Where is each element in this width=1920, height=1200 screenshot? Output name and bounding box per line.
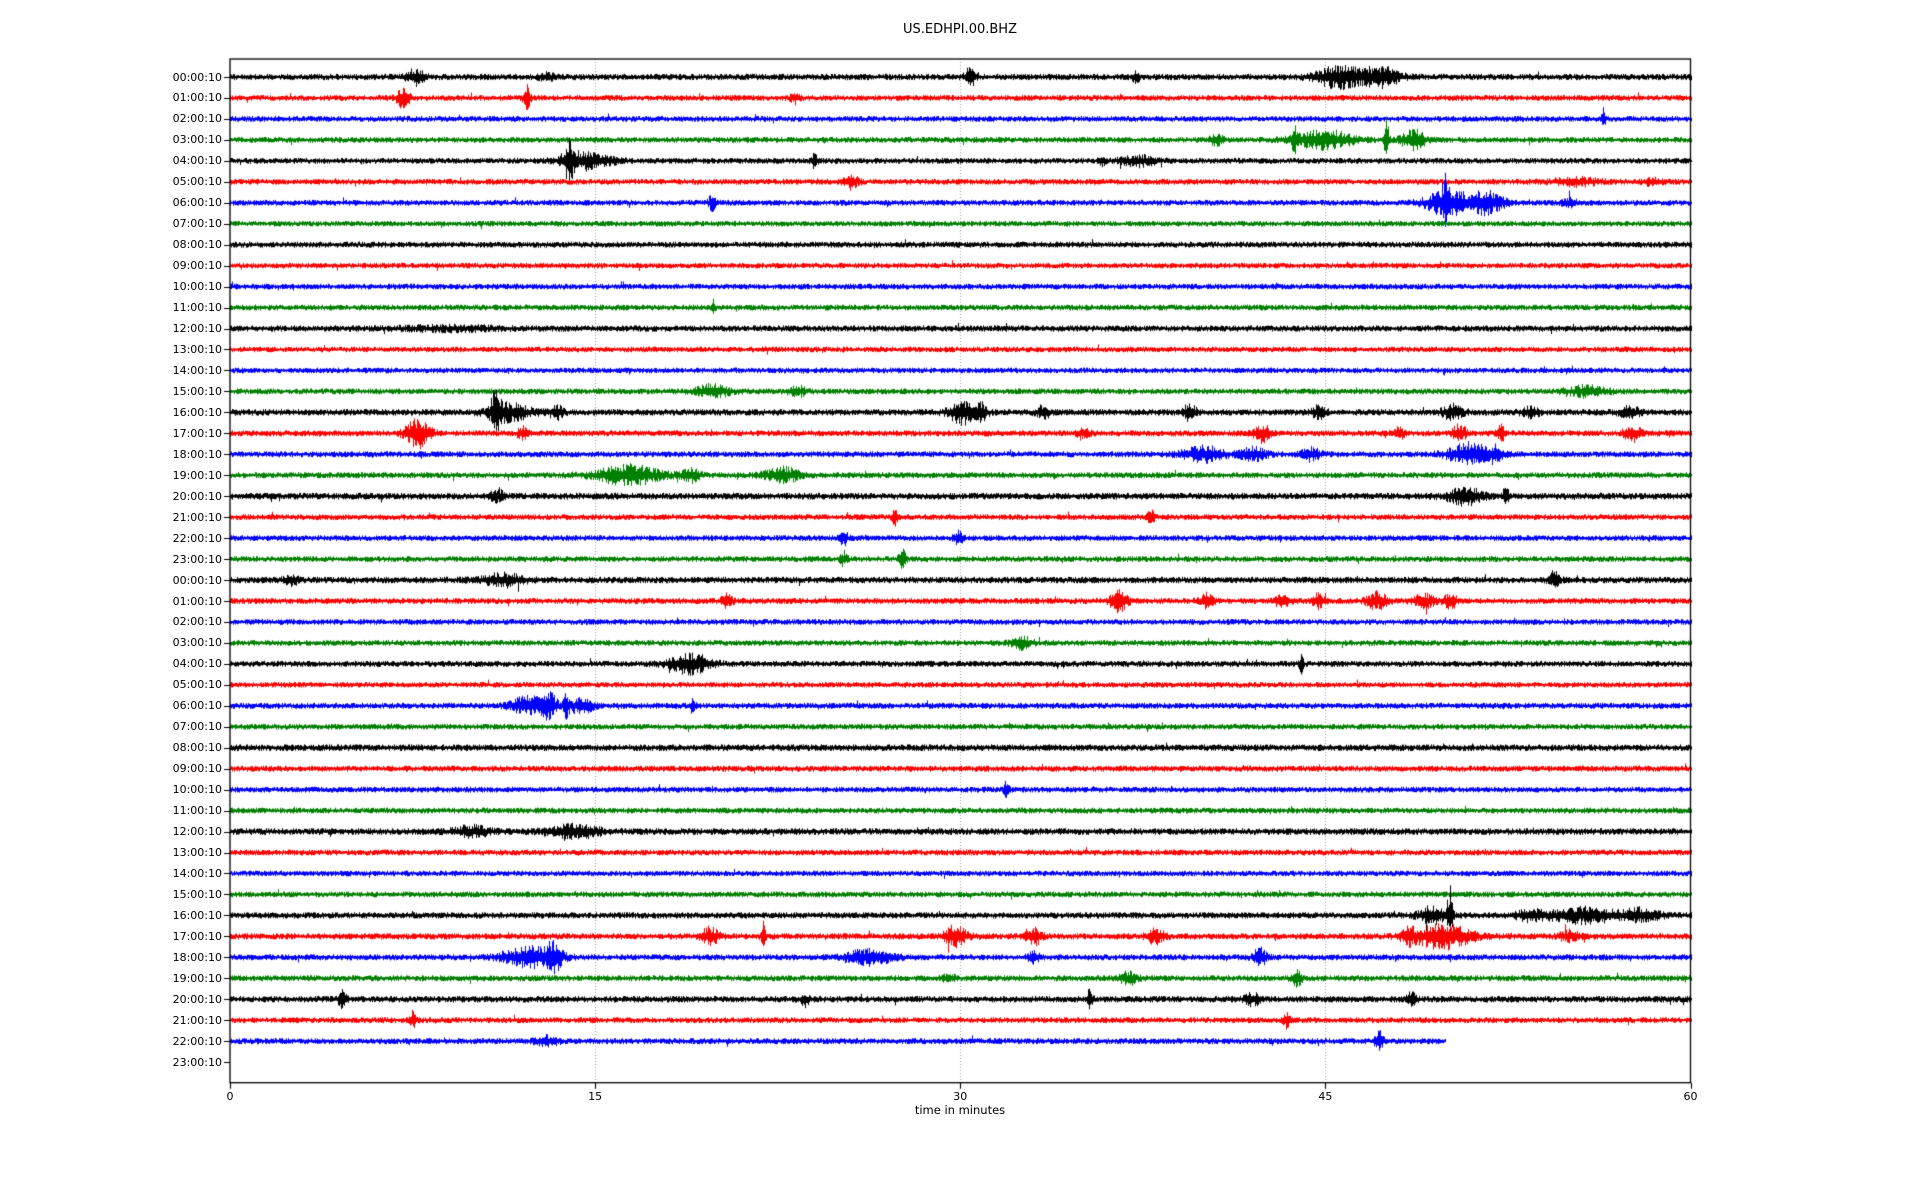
y-tick-label: 13:00:10 xyxy=(172,846,222,860)
y-tick-label: 20:00:10 xyxy=(172,992,222,1006)
y-tick-label: 14:00:10 xyxy=(172,866,222,880)
y-tick-label: 19:00:10 xyxy=(172,468,222,482)
y-tick-label: 13:00:10 xyxy=(172,342,222,356)
y-tick-label: 15:00:10 xyxy=(172,887,222,901)
y-tick-label: 11:00:10 xyxy=(172,804,222,818)
x-tick-label: 15 xyxy=(588,1089,603,1103)
y-tick-label: 08:00:10 xyxy=(172,741,222,755)
y-tick-label: 10:00:10 xyxy=(172,280,222,294)
y-tick-label: 09:00:10 xyxy=(172,762,222,776)
y-tick-label: 06:00:10 xyxy=(172,699,222,713)
y-tick-label: 22:00:10 xyxy=(172,1034,222,1048)
y-tick-label: 15:00:10 xyxy=(172,384,222,398)
x-tick-label: 45 xyxy=(1318,1089,1333,1103)
y-tick-label: 10:00:10 xyxy=(172,783,222,797)
y-tick-label: 05:00:10 xyxy=(172,678,222,692)
y-tick-label: 21:00:10 xyxy=(172,510,222,524)
y-tick-label: 18:00:10 xyxy=(172,950,222,964)
plot-title: US.EDHPI.00.BHZ xyxy=(903,22,1017,37)
y-tick-label: 04:00:10 xyxy=(172,154,222,168)
y-tick-label: 16:00:10 xyxy=(172,908,222,922)
y-tick-label: 00:00:10 xyxy=(172,70,222,84)
y-tick-label: 04:00:10 xyxy=(172,657,222,671)
y-tick-label: 17:00:10 xyxy=(172,929,222,943)
y-tick-label: 02:00:10 xyxy=(172,615,222,629)
y-tick-label: 09:00:10 xyxy=(172,259,222,273)
y-tick-label: 12:00:10 xyxy=(172,322,222,336)
y-tick-label: 08:00:10 xyxy=(172,238,222,252)
y-tick-label: 03:00:10 xyxy=(172,636,222,650)
y-tick-label: 07:00:10 xyxy=(172,720,222,734)
y-tick-label: 17:00:10 xyxy=(172,426,222,440)
y-tick-label: 12:00:10 xyxy=(172,825,222,839)
y-tick-label: 14:00:10 xyxy=(172,363,222,377)
y-tick-label: 11:00:10 xyxy=(172,301,222,315)
y-tick-label: 06:00:10 xyxy=(172,196,222,210)
x-tick-label: 0 xyxy=(226,1089,234,1103)
y-tick-label: 23:00:10 xyxy=(172,1055,222,1069)
y-tick-label: 07:00:10 xyxy=(172,217,222,231)
x-tick-label: 60 xyxy=(1683,1089,1698,1103)
y-tick-label: 00:00:10 xyxy=(172,573,222,587)
y-tick-label: 02:00:10 xyxy=(172,112,222,126)
y-tick-label: 03:00:10 xyxy=(172,133,222,147)
y-tick-label: 19:00:10 xyxy=(172,971,222,985)
y-tick-label: 22:00:10 xyxy=(172,531,222,545)
x-axis-label: time in minutes xyxy=(914,1103,1006,1117)
y-tick-label: 21:00:10 xyxy=(172,1013,222,1027)
y-tick-label: 20:00:10 xyxy=(172,489,222,503)
y-tick-label: 23:00:10 xyxy=(172,552,222,566)
x-tick-label: 30 xyxy=(953,1089,968,1103)
y-tick-label: 05:00:10 xyxy=(172,175,222,189)
y-tick-label: 01:00:10 xyxy=(172,594,222,608)
y-tick-label: 16:00:10 xyxy=(172,405,222,419)
y-tick-label: 18:00:10 xyxy=(172,447,222,461)
y-tick-label: 01:00:10 xyxy=(172,91,222,105)
